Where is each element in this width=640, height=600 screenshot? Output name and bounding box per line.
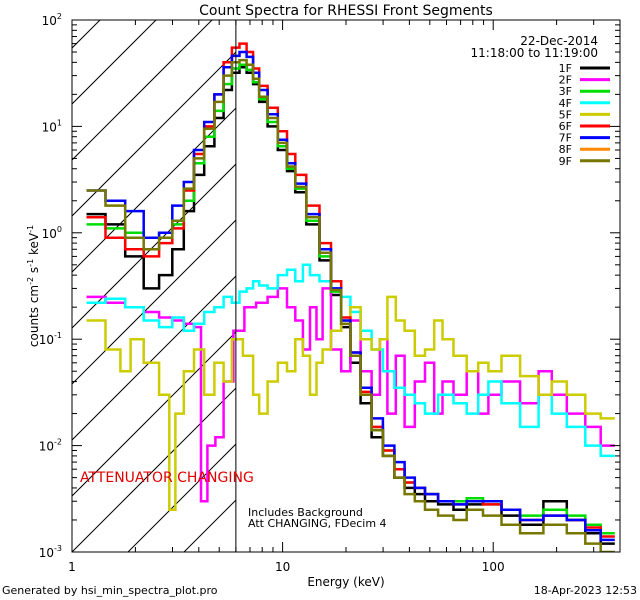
x-tick-label: 1 <box>68 560 76 574</box>
x-axis-label: Energy (keV) <box>307 575 384 589</box>
legend-label-9f: 9F <box>559 155 572 168</box>
hatch-mask <box>235 20 620 552</box>
x-tick-label: 100 <box>482 560 505 574</box>
y-label-mid2: keV <box>27 232 41 259</box>
legend-label-8f: 8F <box>559 143 572 156</box>
hatch-line <box>632 20 640 552</box>
legend-label-6f: 6F <box>559 120 572 133</box>
attenuator-changing-text: ATTENUATOR CHANGING <box>80 470 254 486</box>
y-label-exp1: -2 <box>26 277 35 285</box>
timestamp-label: 18-Apr-2023 12:53 <box>534 584 637 597</box>
legend-label-2f: 2F <box>559 74 572 87</box>
y-tick-label: 102 <box>42 12 62 28</box>
x-tick-label: 10 <box>275 560 290 574</box>
hatch-line <box>72 20 213 161</box>
y-label-exp3: -1 <box>26 225 35 233</box>
series-9f <box>86 58 615 552</box>
background-note: Includes Background <box>248 506 363 519</box>
time-range-label: 11:18:00 to 11:19:00 <box>471 46 598 60</box>
legend-label-4f: 4F <box>559 97 572 110</box>
legend-label-7f: 7F <box>559 132 572 145</box>
x-tick-labels: 1 10 100 <box>68 560 504 574</box>
y-tick-label: 10-1 <box>39 331 62 347</box>
legend-label-1f: 1F <box>559 62 572 75</box>
y-tick-label: 10-3 <box>39 544 62 560</box>
attenuator-hatch <box>72 20 640 552</box>
y-label-exp2: -1 <box>26 259 35 267</box>
y-tick-label: 101 <box>42 118 62 134</box>
chart-title: Count Spectra for RHESSI Front Segments <box>199 3 493 19</box>
y-tick-labels: 10-3 10-2 10-1 100 101 102 <box>39 12 62 560</box>
series-layer <box>86 42 615 552</box>
legend-label-3f: 3F <box>559 85 572 98</box>
series-2f <box>86 287 615 503</box>
legend-label-5f: 5F <box>559 108 572 121</box>
attenuator-note: Att CHANGING, FDecim 4 <box>248 517 387 530</box>
date-label: 22-Dec-2014 <box>520 34 598 48</box>
y-label-base: counts cm <box>27 285 41 347</box>
hatch-line <box>72 20 325 273</box>
series-5f <box>86 295 615 511</box>
series-4f <box>86 263 615 458</box>
generated-by-label: Generated by hsi_min_spectra_plot.pro <box>2 584 218 597</box>
y-tick-label: 100 <box>42 225 62 241</box>
y-axis-label: counts cm-2 s-1 keV-1 <box>26 225 41 347</box>
axis-ticks <box>71 19 621 553</box>
y-label-mid1: s <box>27 267 41 277</box>
y-tick-label: 10-2 <box>39 438 62 454</box>
hatch-line <box>72 20 269 217</box>
